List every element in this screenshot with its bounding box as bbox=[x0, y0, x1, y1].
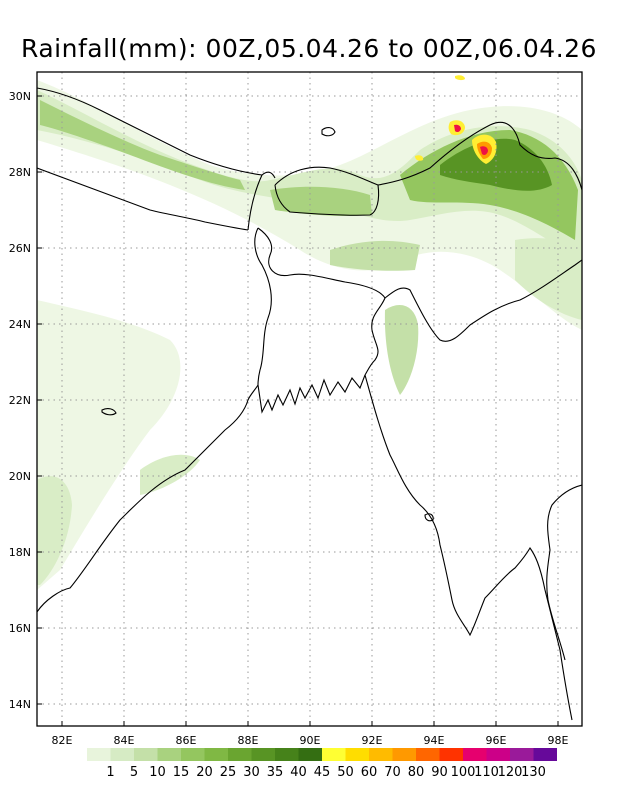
lat-tick-label: 24N bbox=[9, 318, 31, 331]
colorbar-swatch bbox=[251, 748, 275, 761]
colorbar-label: 70 bbox=[384, 765, 401, 780]
border-myanmar-east bbox=[546, 484, 582, 661]
lon-tick-label: 92E bbox=[362, 734, 383, 747]
colorbar-label: 35 bbox=[266, 765, 284, 780]
lon-tick-label: 94E bbox=[424, 734, 445, 747]
lat-tick-label: 26N bbox=[9, 242, 31, 255]
colorbar-swatch bbox=[134, 748, 158, 761]
colorbar-label: 25 bbox=[219, 765, 237, 780]
coastline-india-east bbox=[37, 384, 259, 613]
latitude-tick-labels: 30N 28N 26N 24N 22N 20N 18N 16N 14N bbox=[9, 90, 42, 711]
colorbar-label: 1 bbox=[106, 765, 115, 780]
colorbar-swatch bbox=[322, 748, 346, 761]
colorbar-label: 15 bbox=[172, 765, 190, 780]
longitude-tick-labels: 82E 84E 86E 88E 90E 92E 94E 96E 98E bbox=[52, 721, 569, 747]
rain-core-yellow-3 bbox=[455, 75, 465, 81]
colorbar-label: 30 bbox=[243, 765, 260, 780]
border-ne-india bbox=[377, 121, 582, 191]
lon-tick-label: 98E bbox=[548, 734, 569, 747]
colorbar-swatch bbox=[228, 748, 252, 761]
lat-tick-label: 22N bbox=[9, 394, 31, 407]
lon-tick-label: 88E bbox=[238, 734, 259, 747]
border-nepal-north bbox=[37, 87, 263, 176]
colorbar-label: 120 bbox=[497, 765, 523, 780]
border-bhutan bbox=[274, 166, 380, 216]
rain-area-tripura bbox=[384, 305, 419, 395]
lat-tick-label: 16N bbox=[9, 622, 31, 635]
colorbar-label: 50 bbox=[337, 765, 354, 780]
rain-core-red-2 bbox=[454, 124, 461, 133]
lat-tick-label: 20N bbox=[9, 470, 31, 483]
rain-area-assam bbox=[330, 240, 420, 271]
map-title: Rainfall(mm): 00Z,05.04.26 to 00Z,06.04.… bbox=[21, 34, 597, 63]
rain-area-himalaya-strong bbox=[40, 100, 245, 190]
colorbar-swatch bbox=[533, 748, 557, 761]
lat-tick-label: 14N bbox=[9, 698, 31, 711]
colorbar-swatch bbox=[439, 748, 463, 761]
colorbar-label: 90 bbox=[431, 765, 448, 780]
border-nepal-south bbox=[37, 167, 249, 231]
coastline-myanmar bbox=[364, 374, 573, 721]
colorbar-swatch bbox=[392, 748, 416, 761]
island-outline-2 bbox=[424, 513, 434, 522]
coastlines-borders bbox=[37, 87, 582, 721]
rain-area-west-light bbox=[37, 300, 181, 590]
colorbar-label: 130 bbox=[521, 765, 546, 780]
lon-tick-label: 84E bbox=[114, 734, 135, 747]
colorbar-label: 45 bbox=[313, 765, 331, 780]
colorbar-label: 5 bbox=[129, 765, 139, 780]
colorbar-swatch bbox=[345, 748, 369, 761]
lon-tick-label: 82E bbox=[52, 734, 73, 747]
lon-tick-label: 90E bbox=[300, 734, 321, 747]
rain-area-bhutan bbox=[270, 186, 372, 217]
colorbar-swatch bbox=[486, 748, 510, 761]
border-bangladesh bbox=[257, 227, 386, 376]
colorbar-label: 60 bbox=[360, 765, 378, 780]
colorbar-swatch bbox=[275, 748, 299, 761]
colorbar bbox=[87, 748, 557, 761]
colorbar-label: 10 bbox=[149, 765, 166, 780]
graticule bbox=[37, 72, 582, 726]
colorbar-label: 100 bbox=[450, 765, 476, 780]
colorbar-swatch bbox=[416, 748, 440, 761]
colorbar-swatch bbox=[87, 748, 111, 761]
border-bangladesh-west bbox=[254, 227, 272, 386]
rain-area-west-mid bbox=[37, 476, 72, 585]
lat-tick-label: 30N bbox=[9, 90, 31, 103]
rain-core-yellow-4 bbox=[415, 155, 424, 161]
rain-area-ne-dark bbox=[440, 138, 552, 191]
rain-area-coast-light bbox=[140, 454, 200, 495]
colorbar-label: 110 bbox=[474, 765, 499, 780]
colorbar-swatch bbox=[181, 748, 205, 761]
lon-tick-label: 96E bbox=[486, 734, 507, 747]
lon-tick-label: 86E bbox=[176, 734, 197, 747]
lake-outline-1 bbox=[321, 127, 336, 137]
colorbar-swatch bbox=[204, 748, 228, 761]
colorbar-swatch bbox=[369, 748, 393, 761]
lat-tick-label: 28N bbox=[9, 166, 31, 179]
border-myanmar-west bbox=[384, 259, 582, 342]
colorbar-label: 40 bbox=[290, 765, 307, 780]
colorbar-swatch bbox=[510, 748, 534, 761]
colorbar-swatch bbox=[110, 748, 134, 761]
island-outline-1 bbox=[101, 408, 117, 416]
lat-tick-label: 18N bbox=[9, 546, 31, 559]
coastline-sundarbans bbox=[257, 374, 366, 414]
colorbar-swatch bbox=[463, 748, 487, 761]
colorbar-swatch bbox=[298, 748, 322, 761]
rain-area-east-light bbox=[515, 238, 582, 320]
colorbar-label: 20 bbox=[196, 765, 213, 780]
border-sikkim bbox=[247, 171, 276, 231]
rain-area-himalaya-mid bbox=[37, 90, 582, 260]
rain-core-red-1 bbox=[480, 146, 488, 155]
colorbar-swatch bbox=[157, 748, 181, 761]
colorbar-label: 80 bbox=[407, 765, 425, 780]
